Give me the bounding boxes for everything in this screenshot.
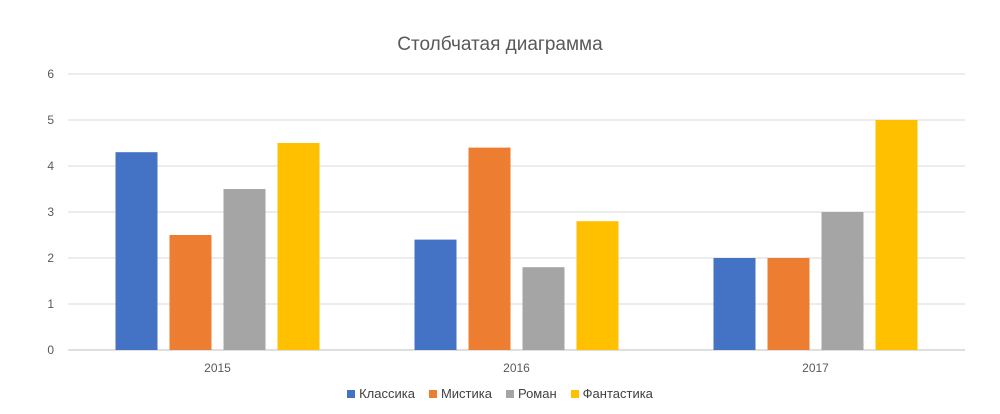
bar — [468, 147, 511, 350]
legend-item: Роман — [505, 386, 557, 401]
bar — [576, 221, 619, 350]
legend-item: Классика — [347, 386, 415, 401]
bar — [821, 212, 864, 350]
legend-swatch — [505, 389, 514, 398]
bar — [169, 235, 212, 350]
y-tick-label: 3 — [47, 205, 54, 219]
bar — [277, 143, 320, 350]
legend-item: Фантастика — [570, 386, 653, 401]
y-tick-label: 4 — [47, 159, 54, 173]
legend-label: Классика — [359, 386, 415, 401]
bar — [115, 152, 158, 350]
legend-swatch — [347, 389, 356, 398]
chart-title: Столбчатая диаграмма — [397, 34, 603, 55]
legend-label: Мистика — [440, 386, 492, 401]
bar — [414, 239, 457, 350]
chart-legend: Классика Мистика Роман Фантастика — [0, 386, 1000, 401]
y-tick-label: 1 — [47, 297, 54, 311]
y-tick-label: 2 — [47, 251, 54, 265]
bar — [767, 258, 810, 350]
legend-item: Мистика — [428, 386, 492, 401]
bar — [223, 189, 266, 350]
legend-label: Роман — [517, 386, 557, 401]
y-tick-label: 0 — [47, 343, 54, 357]
x-tick-label: 2017 — [802, 361, 829, 375]
legend-swatch — [570, 389, 579, 398]
bar — [713, 258, 756, 350]
x-tick-label: 2016 — [503, 361, 530, 375]
legend-label: Фантастика — [582, 386, 653, 401]
y-tick-label: 5 — [47, 113, 54, 127]
legend-swatch — [428, 389, 437, 398]
bar — [875, 120, 918, 350]
bar — [522, 267, 565, 350]
y-tick-label: 6 — [47, 67, 54, 81]
x-tick-label: 2015 — [204, 361, 231, 375]
